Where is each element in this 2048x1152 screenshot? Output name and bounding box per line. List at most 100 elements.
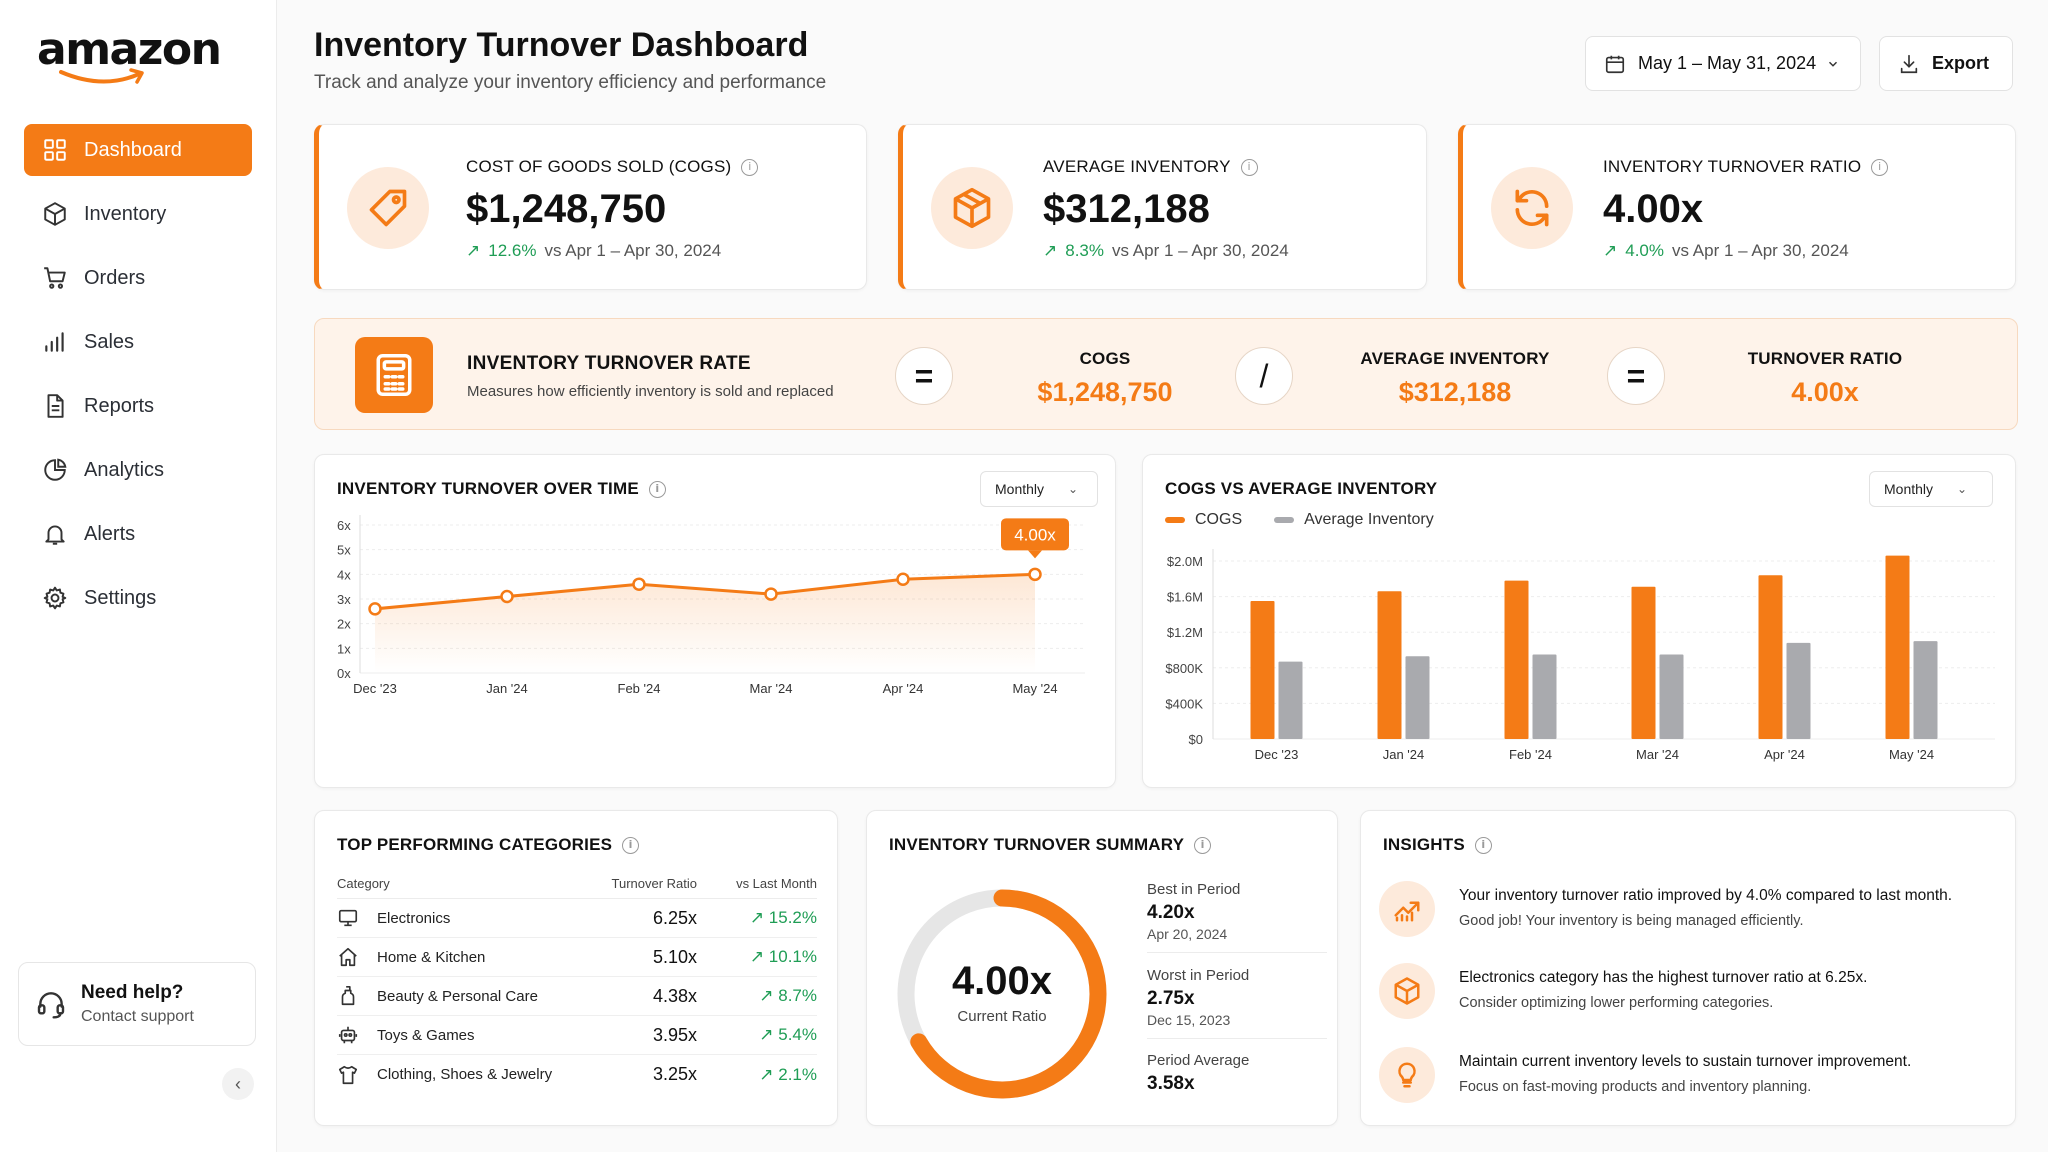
sidebar: amazon Dashboard Inventory Orders Sales …	[0, 0, 277, 1152]
info-icon[interactable]: i	[741, 158, 759, 176]
insights-card: INSIGHTS i Your inventory turnover ratio …	[1360, 810, 2016, 1126]
y-tick-label: $1.2M	[1167, 625, 1203, 640]
kpi-change: ↗ 12.6% vs Apr 1 – Apr 30, 2024	[466, 241, 721, 261]
y-tick-label: $2.0M	[1167, 554, 1203, 569]
info-icon[interactable]: i	[1194, 836, 1212, 854]
divide-sign: /	[1235, 347, 1293, 405]
download-icon	[1900, 54, 1918, 73]
bottle-icon	[341, 986, 355, 1006]
export-button[interactable]: Export	[1879, 36, 2013, 91]
data-point	[764, 587, 778, 601]
formula-cogs: COGS $1,248,750	[1015, 349, 1195, 408]
table-row[interactable]: Clothing, Shoes & Jewelry 3.25x ↗ 2.1%	[337, 1055, 817, 1094]
column-header-vs-last-month: vs Last Month	[736, 876, 817, 891]
help-title: Need help?	[81, 982, 184, 1003]
kpi-label: INVENTORY TURNOVER RATIO i	[1603, 157, 1889, 177]
sidebar-item-alerts[interactable]: Alerts	[24, 508, 252, 560]
trend-up-icon: ↗	[749, 947, 769, 966]
sidebar-item-label: Alerts	[84, 522, 136, 545]
formula-ratio-label: TURNOVER RATIO	[1747, 349, 1903, 368]
info-icon[interactable]: i	[1474, 836, 1492, 854]
section-title-text: INVENTORY TURNOVER OVER TIME	[337, 479, 639, 498]
series-area	[375, 574, 1035, 673]
document-icon	[47, 394, 64, 418]
table-header: Category Turnover Ratio vs Last Month	[337, 869, 817, 899]
sidebar-item-label: Sales	[84, 330, 135, 353]
period-select[interactable]: Monthly ⌄	[1869, 471, 1993, 507]
bar-cogs	[1885, 555, 1910, 739]
category-cell: Clothing, Shoes & Jewelry	[337, 1064, 602, 1086]
table-row[interactable]: Beauty & Personal Care 4.38x ↗ 8.7%	[337, 977, 817, 1016]
sidebar-item-settings[interactable]: Settings	[24, 572, 252, 624]
sidebar-item-label: Inventory	[84, 202, 167, 225]
contact-support-link[interactable]: Contact support	[81, 1008, 194, 1025]
table-row[interactable]: Home & Kitchen 5.10x ↗ 10.1%	[337, 938, 817, 977]
legend-label-average-inventory: Average Inventory	[1304, 511, 1434, 528]
insight-icon-wrap	[1379, 963, 1435, 1019]
headset-icon	[37, 992, 65, 1019]
trend-up-icon: ↗	[1603, 241, 1618, 260]
bar-chart-icon	[45, 332, 64, 352]
x-tick-label: Apr '24	[883, 681, 924, 696]
x-tick-label: Mar '24	[750, 681, 793, 696]
sidebar-item-label: Dashboard	[84, 138, 182, 161]
y-tick-label: 6x	[337, 518, 351, 533]
change-cell: ↗ 5.4%	[697, 1025, 817, 1045]
category-cell: Beauty & Personal Care	[337, 985, 602, 1007]
formula-subtitle: Measures how efficiently inventory is so…	[467, 383, 834, 400]
cogs-vs-inventory-card: COGS VS AVERAGE INVENTORY Monthly ⌄ COGS …	[1142, 454, 2016, 788]
sidebar-item-analytics[interactable]: Analytics	[24, 444, 252, 496]
period-select[interactable]: Monthly ⌄	[980, 471, 1098, 507]
date-range-picker[interactable]: May 1 – May 31, 2024	[1585, 36, 1861, 91]
change-cell: ↗ 8.7%	[697, 986, 817, 1006]
kpi-icon-wrap	[347, 167, 429, 249]
sidebar-item-sales[interactable]: Sales	[24, 316, 252, 368]
sidebar-item-reports[interactable]: Reports	[24, 380, 252, 432]
table-row[interactable]: Toys & Games 3.95x ↗ 5.4%	[337, 1016, 817, 1055]
info-icon[interactable]: i	[1240, 158, 1258, 176]
bar-average-inventory	[1913, 641, 1938, 739]
x-tick-label: Jan '24	[486, 681, 528, 696]
y-tick-label: 3x	[337, 592, 351, 607]
turnover-over-time-card: INVENTORY TURNOVER OVER TIME i Monthly ⌄ 0…	[314, 454, 1116, 788]
info-icon[interactable]: i	[1871, 158, 1889, 176]
help-card[interactable]: Need help? Contact support	[18, 962, 256, 1046]
formula-cogs-label: COGS	[1079, 349, 1131, 368]
sidebar-item-dashboard[interactable]: Dashboard	[24, 124, 252, 176]
x-tick-label: May '24	[1889, 747, 1934, 762]
series-line	[374, 572, 1036, 611]
y-tick-label: $400K	[1165, 696, 1203, 711]
insight-subtext: Consider optimizing lower performing cat…	[1459, 995, 1774, 1011]
box-icon	[953, 187, 991, 229]
change-percent: 12.6%	[488, 241, 537, 260]
data-point	[632, 577, 646, 591]
sidebar-item-inventory[interactable]: Inventory	[24, 188, 252, 240]
page-subtitle: Track and analyze your inventory efficie…	[314, 72, 827, 93]
column-header-category: Category	[337, 876, 390, 891]
trend-up-icon: ↗	[759, 1064, 779, 1084]
change-cell: ↗ 15.2%	[697, 908, 817, 928]
change-percent: 4.0%	[1625, 241, 1664, 260]
amazon-logo[interactable]: amazon	[37, 24, 222, 84]
y-tick-label: $1.6M	[1167, 590, 1203, 605]
bar-cogs	[1758, 575, 1783, 739]
insight-text: Maintain current inventory levels to sus…	[1459, 1053, 1912, 1070]
kpi-label-text: COST OF GOODS SOLD (COGS)	[466, 157, 732, 176]
info-icon[interactable]: i	[648, 480, 666, 498]
current-ratio-value: 4.00x	[951, 959, 1053, 1003]
formula-avg-label: AVERAGE INVENTORY	[1360, 349, 1550, 368]
y-tick-label: $0	[1189, 732, 1203, 747]
bar-average-inventory	[1278, 661, 1303, 739]
kpi-value: 4.00x	[1603, 187, 1704, 231]
category-cell: Home & Kitchen	[337, 946, 602, 968]
collapse-sidebar-button[interactable]: ‹	[222, 1068, 254, 1100]
category-cell: Electronics	[337, 907, 602, 929]
logo-text: amazon	[37, 24, 222, 75]
info-icon[interactable]: i	[622, 836, 640, 854]
turnover-line-chart: 0x 1x 2x 3x 4x 5x 6x Dec '23 Jan '24 Feb '24 Mar '…	[337, 515, 1085, 696]
sidebar-item-orders[interactable]: Orders	[24, 252, 252, 304]
best-in-period: Best in Period 4.20x Apr 20, 2024	[1147, 881, 1327, 953]
turnover-ratio-cell: 5.10x	[652, 946, 697, 967]
table-row[interactable]: Electronics 6.25x ↗ 15.2%	[337, 899, 817, 938]
insight-text: Your inventory turnover ratio improved b…	[1459, 887, 1953, 904]
